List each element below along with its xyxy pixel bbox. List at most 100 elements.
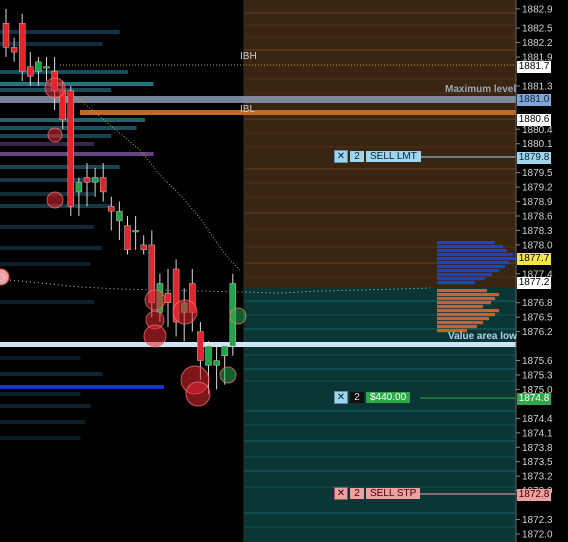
profile-bar-lower <box>437 325 477 329</box>
ibl-price-tag: 1880.6 <box>517 113 551 126</box>
order-pnl-label[interactable]: $440.00 <box>366 392 411 403</box>
order-type-label[interactable]: SELL LMT <box>366 151 421 162</box>
profile-bar-lower <box>437 329 467 333</box>
left-day-marker[interactable] <box>0 268 10 286</box>
value-area-stripe <box>244 368 516 370</box>
axis-tick-label: 1882.2 <box>522 38 553 49</box>
maximum-level-label: Maximum level <box>445 84 517 95</box>
candle-body <box>213 360 220 366</box>
profile-bar-lower <box>437 305 483 309</box>
axis-tick-label: 1874.4 <box>522 414 553 425</box>
profit-order[interactable]: ✕ 2 $440.00 <box>334 391 411 404</box>
axis-tick-label: 1878.9 <box>522 197 553 208</box>
value-area-stripe <box>244 380 516 382</box>
profile-bar-lower <box>437 297 495 301</box>
axis-tick-label: 1879.5 <box>522 168 553 179</box>
value-area-stripe <box>244 314 516 316</box>
candle-body <box>75 182 83 193</box>
candle-body <box>197 331 204 361</box>
profile-bar-upper <box>437 249 507 253</box>
axis-tick-label: 1874.1 <box>522 428 553 439</box>
max-level-line <box>0 96 516 103</box>
upper-zone-stripe <box>244 228 516 230</box>
last-price-tag: 1877.2 <box>517 277 551 290</box>
profile-bar-upper <box>437 245 503 249</box>
candle-body <box>35 61 42 72</box>
blue-depth-bar <box>0 385 164 389</box>
upper-zone-stripes <box>244 12 516 278</box>
value-area-stripe <box>244 456 516 458</box>
axis-tick-label: 1880.4 <box>522 125 553 136</box>
profile-bar-upper <box>437 261 509 265</box>
order-quantity[interactable]: 2 <box>350 392 364 403</box>
sell-stop-order[interactable]: ✕ 2 SELL STP <box>334 487 421 500</box>
ibh-price-tag: 1881.7 <box>517 60 551 73</box>
trade-bubble <box>44 77 66 99</box>
axis-tick-label: 1878.0 <box>522 240 553 251</box>
cancel-order-icon[interactable]: ✕ <box>334 487 348 500</box>
axis-tick-label: 1875.3 <box>522 371 553 382</box>
axis-tick-label: 1876.2 <box>522 327 553 338</box>
axis-tick-label: 1872.0 <box>522 530 553 541</box>
volume-profile <box>437 241 517 333</box>
price-axis[interactable] <box>516 0 568 542</box>
axis-tick-label: 1878.3 <box>522 226 553 237</box>
sell-stop-price-tag: 1872.8 <box>517 489 551 502</box>
upper-zone-stripe <box>244 196 516 198</box>
axis-tick-label: 1873.8 <box>522 443 553 454</box>
heatmap-row <box>0 356 81 360</box>
axis-tick-label: 1882.5 <box>522 24 553 35</box>
axis-tick-label: 1875.6 <box>522 356 553 367</box>
cancel-order-icon[interactable]: ✕ <box>334 150 348 163</box>
sell-limit-order[interactable]: ✕ 2 SELL LMT <box>334 150 421 163</box>
upper-zone-stripe <box>244 262 516 264</box>
profile-bar-upper <box>437 277 485 281</box>
value-area-zone <box>244 288 516 542</box>
profile-bar-lower <box>437 321 483 325</box>
cancel-order-icon[interactable]: ✕ <box>334 391 348 404</box>
upper-zone-stripe <box>244 12 516 14</box>
sell-limit-price-tag: 1879.8 <box>517 152 551 165</box>
heatmap-row <box>0 420 86 424</box>
upper-zone-stripe <box>244 24 516 26</box>
upper-profile-zone <box>244 0 516 288</box>
value-area-stripe <box>244 512 516 514</box>
axis-tick-label: 1880.1 <box>522 139 553 150</box>
axis-tick-label: 1881.3 <box>522 81 553 92</box>
trade-bubble <box>185 381 211 407</box>
candle-body <box>2 23 10 48</box>
profile-bar-lower <box>437 313 495 317</box>
heatmap-row <box>0 178 103 182</box>
order-quantity[interactable]: 2 <box>350 151 364 162</box>
profile-bar-upper <box>437 257 517 261</box>
value-area-stripe <box>244 486 516 488</box>
profile-bar-lower <box>437 309 499 313</box>
heatmap-row <box>0 82 154 86</box>
upper-zone-stripe <box>244 49 516 51</box>
value-area-stripe <box>244 440 516 442</box>
axis-tick-label: 1877.4 <box>522 269 553 280</box>
upper-zone-stripe <box>244 276 516 278</box>
axis-tick-label: 1873.5 <box>522 457 553 468</box>
profile-bar-upper <box>437 273 492 277</box>
order-quantity[interactable]: 2 <box>350 488 364 499</box>
value-area-stripe <box>244 470 516 472</box>
upper-zone-stripe <box>244 182 516 184</box>
candle-body <box>124 225 131 250</box>
profile-bar-upper <box>437 241 495 245</box>
heatmap-row <box>0 225 94 229</box>
heatmap-row <box>0 436 81 440</box>
heatmap-row <box>0 42 103 46</box>
max-level-price-tag: 1881.0 <box>517 94 551 107</box>
order-type-label[interactable]: SELL STP <box>366 488 421 499</box>
candle-body <box>43 66 50 69</box>
candle-body <box>116 210 123 222</box>
candle-body <box>164 292 172 303</box>
upper-zone-stripe <box>244 78 516 80</box>
heatmap-row <box>0 165 120 169</box>
candle-body <box>140 244 147 250</box>
profile-bar-upper <box>437 253 513 257</box>
profile-bar-lower <box>437 301 491 305</box>
target-price-tag: 1874.8 <box>517 393 551 406</box>
